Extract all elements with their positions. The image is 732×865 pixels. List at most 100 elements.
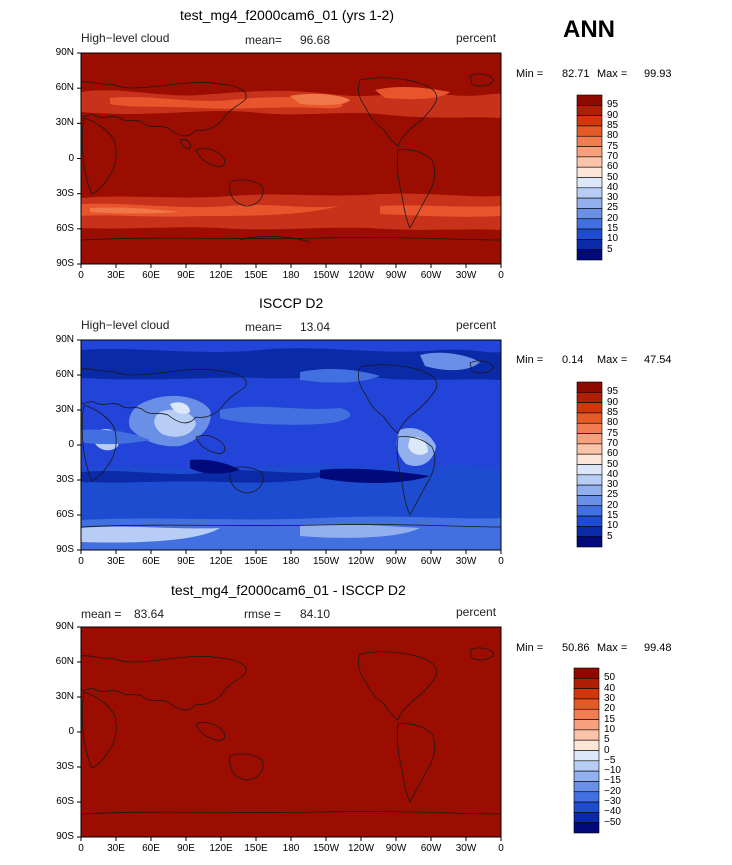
panel-2-max-value: 47.54	[644, 354, 672, 366]
colorbar-level-label: 60	[607, 448, 619, 460]
colorbar-level-label: 10	[607, 233, 619, 245]
colorbar-level-label: 30	[607, 479, 619, 491]
colorbar-swatch	[573, 812, 600, 823]
lon-tick-label: 180	[282, 556, 300, 567]
colorbar-level-label: 40	[607, 468, 619, 480]
lon-tick-label: 150E	[244, 556, 268, 567]
colorbar-swatch	[573, 750, 600, 762]
colorbar-swatch	[573, 760, 600, 772]
lat-tick-label: 60S	[56, 796, 74, 807]
season-label: ANN	[563, 16, 615, 43]
colorbar-level-label: 5	[607, 530, 613, 542]
panel-2-units: percent	[456, 318, 497, 332]
lat-tick-label: 0	[68, 439, 74, 450]
panel-3-units: percent	[456, 605, 497, 619]
colorbar-swatch	[573, 822, 600, 834]
colorbar-swatch	[573, 708, 600, 720]
colorbar-swatch	[573, 781, 600, 793]
colorbar-swatch	[576, 381, 603, 393]
colorbar-level-label: 50	[604, 672, 616, 684]
lat-tick-label: 30S	[56, 761, 74, 772]
panel-3-rmse-value: 84.10	[300, 607, 331, 621]
lon-tick-label: 120W	[347, 270, 375, 281]
panel-1-mean-label: mean=	[245, 33, 283, 47]
lat-tick-label: 90S	[56, 831, 74, 842]
colorbar-swatch	[576, 412, 603, 424]
panel-1-coastlines	[81, 73, 501, 243]
colorbar-swatch	[573, 791, 600, 803]
lon-tick-label: 30W	[455, 843, 477, 854]
colorbar-swatch	[576, 433, 603, 445]
lon-tick-label: 30W	[455, 556, 477, 567]
lon-tick-label: 0	[78, 270, 84, 281]
panel-3-mean-value: 83.64	[134, 607, 165, 621]
colorbar-level-label: 80	[607, 130, 619, 142]
panel-1-title: test_mg4_f2000cam6_01 (yrs 1-2)	[180, 7, 394, 23]
colorbar-level-label: 70	[607, 150, 619, 162]
colorbar-swatch	[576, 443, 603, 455]
lat-tick-label: 60N	[55, 369, 74, 380]
colorbar-swatch	[573, 678, 600, 689]
lon-tick-label: 60E	[142, 556, 160, 567]
colorbar-swatch	[576, 197, 603, 209]
colorbar-level-label: 15	[607, 223, 619, 235]
panel-2-mean-label: mean=	[245, 320, 283, 334]
colorbar-swatch	[576, 94, 603, 106]
colorbar-swatch	[576, 166, 603, 178]
panel-3-mean-label: mean =	[81, 607, 122, 621]
lon-tick-label: 30E	[107, 843, 125, 854]
colorbar-swatch	[576, 422, 603, 434]
lat-tick-label: 90S	[56, 544, 74, 555]
colorbar-swatch	[576, 392, 603, 403]
lon-tick-label: 90W	[385, 270, 407, 281]
panel-1-units: percent	[456, 31, 497, 45]
colorbar-swatch	[576, 135, 603, 147]
lat-tick-label: 30N	[55, 117, 74, 129]
colorbar-swatch	[576, 526, 603, 537]
colorbar-swatch	[576, 464, 603, 476]
colorbar-swatch	[576, 495, 603, 507]
colorbar-level-label: 95	[607, 99, 619, 111]
lon-tick-label: 120E	[209, 556, 233, 567]
panel-2-min-value: 0.14	[562, 354, 584, 366]
colorbar-level-label: 80	[607, 417, 619, 429]
colorbar-level-label: 75	[607, 140, 619, 152]
colorbar-swatch	[576, 177, 603, 189]
axis-ticks	[77, 52, 502, 841]
colorbar-level-label: 15	[604, 713, 616, 725]
lon-tick-label: 150E	[244, 843, 268, 854]
colorbar-swatch	[576, 249, 603, 261]
colorbar-level-label: 50	[607, 171, 619, 183]
lon-tick-label: 150W	[312, 843, 340, 854]
colorbar-level-label: 30	[604, 692, 616, 704]
colorbar-swatch	[576, 187, 603, 199]
colorbar-swatch	[576, 115, 603, 127]
lat-tick-label: 30S	[56, 187, 74, 199]
lon-tick-label: 180	[282, 270, 300, 281]
panel-3-max-label: Max =	[597, 642, 628, 654]
panel-1-max-value: 99.93	[644, 68, 672, 80]
panel-3-coastlines	[81, 647, 501, 815]
colorbar-level-label: 70	[607, 437, 619, 449]
colorbar-swatch	[576, 474, 603, 486]
colorbar-level-label: 60	[607, 161, 619, 173]
lon-tick-label: 0	[498, 270, 504, 281]
colorbar-level-label: 25	[607, 202, 619, 214]
panel-3-min-value: 50.86	[562, 642, 590, 654]
colorbar-swatch	[576, 239, 603, 250]
colorbar-swatch	[576, 125, 603, 137]
colorbar-swatch	[573, 688, 600, 700]
colorbar-swatch	[576, 156, 603, 168]
lon-tick-label: 120W	[347, 556, 375, 567]
lon-tick-label: 0	[498, 843, 504, 854]
lon-tick-label: 90E	[177, 556, 195, 567]
panel-3-max-value: 99.48	[644, 642, 672, 654]
panel-2-title: ISCCP D2	[259, 295, 324, 311]
lon-tick-label: 0	[498, 556, 504, 567]
colorbar-level-label: 20	[607, 499, 619, 511]
lon-tick-label: 0	[78, 556, 84, 567]
lon-tick-label: 120E	[209, 843, 233, 854]
lon-tick-label: 180	[282, 843, 300, 854]
colorbar-swatch	[573, 698, 600, 710]
